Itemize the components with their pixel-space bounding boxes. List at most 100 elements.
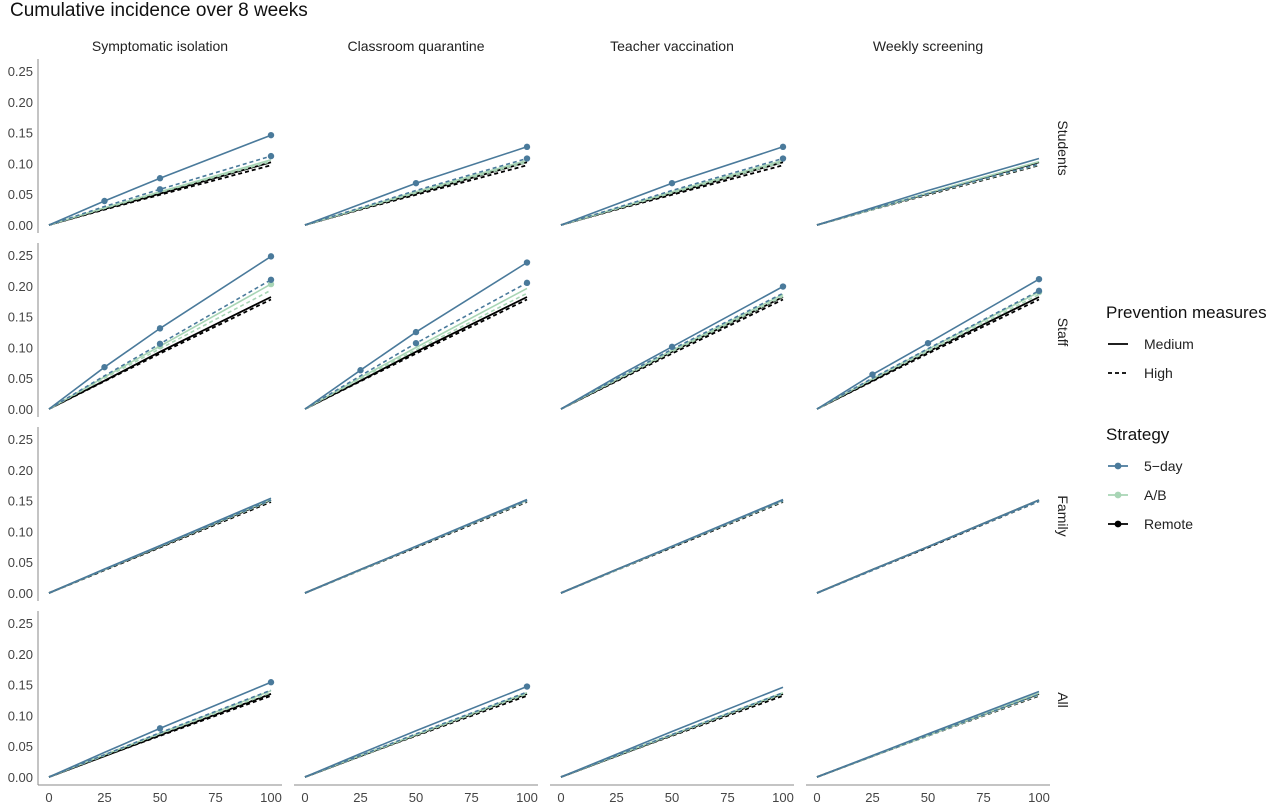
data-point-5-day bbox=[267, 276, 275, 283]
legend-label-remote: Remote bbox=[1144, 515, 1194, 532]
data-point-5-day bbox=[412, 179, 420, 187]
legend-label-high: High bbox=[1144, 364, 1173, 381]
x-tick-label: 100 bbox=[516, 790, 538, 805]
y-tick-label: 0.15 bbox=[8, 678, 33, 693]
data-point-5-day bbox=[779, 155, 787, 162]
series-line-5-day-high bbox=[560, 157, 784, 226]
y-tick-label: 0.20 bbox=[8, 463, 33, 478]
column-label-classroom-quarantine: Classroom quarantine bbox=[348, 38, 485, 54]
data-point-5-day bbox=[156, 725, 164, 732]
data-point-5-day bbox=[156, 186, 164, 193]
column-label-symptomatic-isolation: Symptomatic isolation bbox=[92, 38, 228, 54]
y-tick-label: 0.25 bbox=[8, 64, 33, 79]
series-line-5-day-high bbox=[304, 691, 528, 778]
legend-label-ab: A/B bbox=[1144, 486, 1167, 503]
series-line-5-day-high bbox=[816, 693, 1040, 778]
series-line-a-b-high bbox=[48, 289, 272, 410]
series-line-a-b-medium bbox=[48, 283, 272, 410]
legend-item-remote: Remote bbox=[1106, 509, 1193, 538]
series-line-5-day-medium bbox=[816, 278, 1040, 410]
y-tick-label: 0.10 bbox=[8, 524, 33, 539]
series-line-5-day-medium bbox=[304, 261, 528, 410]
series-line-remote-high bbox=[816, 298, 1040, 410]
x-tick-label: 0 bbox=[45, 790, 52, 805]
x-tick-label: 100 bbox=[772, 790, 794, 805]
data-point-5-day bbox=[267, 253, 275, 260]
data-point-5-day bbox=[523, 259, 531, 266]
legend-label-medium: Medium bbox=[1144, 335, 1194, 352]
series-line-5-day-high bbox=[48, 279, 272, 410]
x-tick-label: 25 bbox=[353, 790, 367, 805]
y-tick-label: 0.15 bbox=[8, 494, 33, 509]
data-point-5-day bbox=[1035, 287, 1043, 295]
x-tick-label: 0 bbox=[813, 790, 820, 805]
series-line-5-day-medium bbox=[48, 134, 272, 226]
data-point-5-day bbox=[412, 328, 420, 336]
y-tick-label: 0.05 bbox=[8, 371, 33, 386]
y-tick-label: 0.00 bbox=[8, 402, 33, 417]
y-tick-label: 0.05 bbox=[8, 187, 33, 202]
data-point-5-day bbox=[267, 152, 275, 160]
legend-item-5-day: 5−day bbox=[1106, 451, 1193, 480]
data-point-5-day bbox=[779, 143, 787, 151]
data-point-5-day bbox=[357, 367, 364, 374]
x-tick-label: 25 bbox=[865, 790, 879, 805]
data-point-5-day bbox=[156, 175, 164, 182]
legend-label-5-day: 5−day bbox=[1144, 457, 1183, 474]
legend-item-ab: A/B bbox=[1106, 480, 1193, 509]
y-tick-label: 0.25 bbox=[8, 248, 33, 263]
dashed-line-key bbox=[1108, 371, 1128, 374]
series-line-5-day-medium bbox=[816, 157, 1040, 226]
x-tick-label: 50 bbox=[665, 790, 679, 805]
legend-strategy: Strategy 5−day A/B Remote bbox=[1106, 425, 1193, 538]
data-point-5-day bbox=[267, 679, 275, 686]
series-line-5-day-high bbox=[304, 499, 528, 594]
series-line-a-b-high bbox=[48, 160, 272, 226]
column-label-teacher-vaccination: Teacher vaccination bbox=[610, 38, 734, 54]
y-tick-label: 0.00 bbox=[8, 770, 33, 785]
legend-item-high: High bbox=[1106, 358, 1267, 387]
row-label-students: Students bbox=[1055, 120, 1071, 175]
series-line-5-day-high bbox=[304, 282, 528, 410]
ab-key bbox=[1108, 491, 1128, 498]
x-tick-label: 75 bbox=[720, 790, 734, 805]
data-point-5-day bbox=[156, 340, 164, 347]
series-line-5-day-high bbox=[48, 155, 272, 226]
series-line-5-day-medium bbox=[560, 285, 784, 410]
series-line-5-day-high bbox=[304, 157, 528, 226]
y-tick-label: 0.15 bbox=[8, 126, 33, 141]
series-line-a-b-high bbox=[304, 292, 528, 410]
y-tick-label: 0.10 bbox=[8, 156, 33, 171]
remote-key bbox=[1108, 520, 1128, 527]
data-point-5-day bbox=[869, 371, 876, 378]
five-day-key bbox=[1108, 462, 1128, 469]
series-line-5-day-medium bbox=[48, 255, 272, 410]
data-point-5-day bbox=[1035, 275, 1043, 283]
y-tick-label: 0.05 bbox=[8, 739, 33, 754]
x-tick-label: 0 bbox=[557, 790, 564, 805]
data-point-5-day bbox=[668, 179, 676, 187]
series-line-5-day-high bbox=[816, 163, 1040, 226]
x-tick-label: 50 bbox=[409, 790, 423, 805]
series-line-5-day-high bbox=[560, 292, 784, 410]
data-point-5-day bbox=[412, 339, 420, 347]
y-tick-label: 0.10 bbox=[8, 340, 33, 355]
legend-prevention-measures: Prevention measures Medium High bbox=[1106, 303, 1267, 387]
series-line-5-day-high bbox=[48, 689, 272, 778]
y-tick-label: 0.20 bbox=[8, 95, 33, 110]
x-tick-label: 75 bbox=[464, 790, 478, 805]
x-tick-label: 25 bbox=[609, 790, 623, 805]
y-tick-label: 0.05 bbox=[8, 555, 33, 570]
legend-item-medium: Medium bbox=[1106, 329, 1267, 358]
y-tick-label: 0.15 bbox=[8, 310, 33, 325]
x-tick-label: 25 bbox=[97, 790, 111, 805]
legend-prevention-title: Prevention measures bbox=[1106, 303, 1267, 322]
x-tick-label: 0 bbox=[301, 790, 308, 805]
legend-strategy-title: Strategy bbox=[1106, 425, 1170, 444]
facet-grid: Symptomatic isolation Classroom quarantin… bbox=[8, 38, 1071, 805]
series-line-remote-high bbox=[560, 298, 784, 410]
x-tick-label: 75 bbox=[208, 790, 222, 805]
series-line-remote-high bbox=[304, 298, 528, 410]
row-label-staff: Staff bbox=[1055, 318, 1071, 347]
y-tick-label: 0.00 bbox=[8, 218, 33, 233]
